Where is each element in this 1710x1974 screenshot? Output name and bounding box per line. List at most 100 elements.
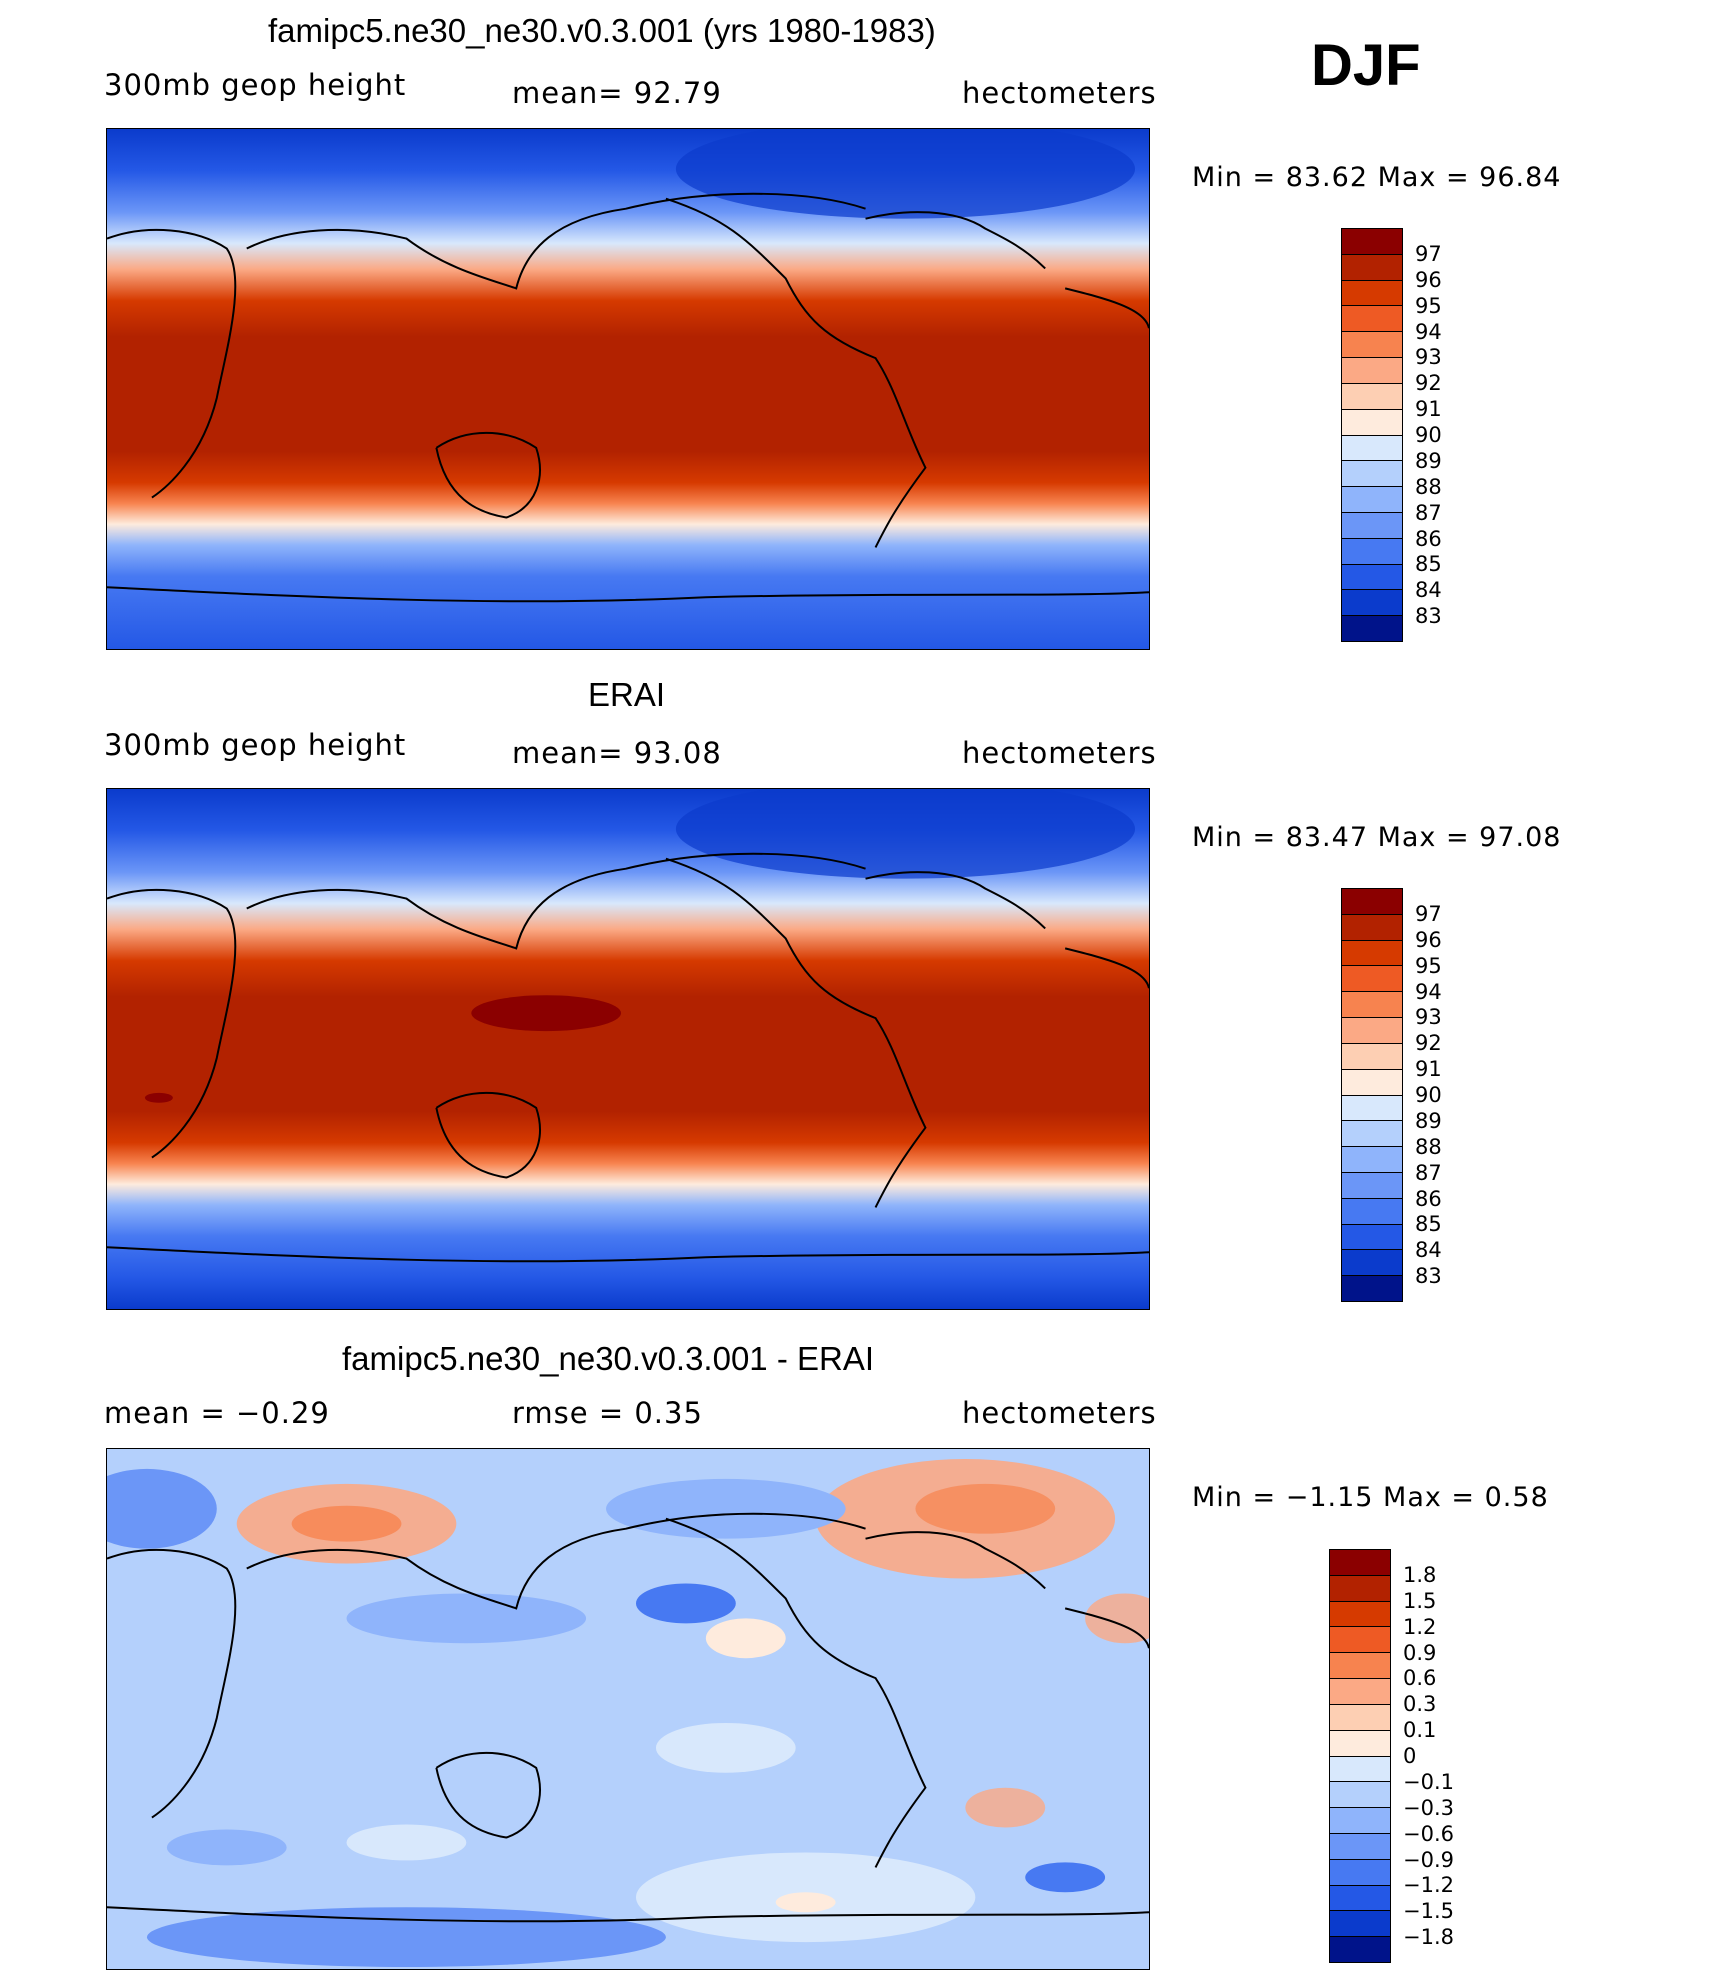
panel-3-map (106, 1448, 1150, 1970)
colorbar-tick-label: 97 (1415, 241, 1442, 266)
colorbar-tick-label: 89 (1415, 1108, 1442, 1133)
colorbar-tick-label: 92 (1415, 371, 1442, 396)
colorbar-swatch (1330, 1601, 1390, 1628)
colorbar-tick-label: 95 (1415, 293, 1442, 318)
colorbar-swatch (1342, 1276, 1402, 1301)
colorbar-tick-label: 90 (1415, 1083, 1442, 1107)
colorbar-swatch (1342, 1043, 1402, 1070)
colorbar-swatch (1342, 461, 1402, 488)
panel-3-colorbar (1329, 1549, 1391, 1963)
colorbar-tick-label: 84 (1415, 578, 1442, 603)
colorbar-tick-label: −1.5 (1403, 1899, 1454, 1924)
colorbar-tick-label: 83 (1415, 604, 1442, 629)
colorbar-swatch (1342, 992, 1402, 1019)
colorbar-swatch (1342, 889, 1402, 915)
season-label: DJF (1311, 33, 1421, 98)
colorbar-tick-label: 96 (1415, 267, 1442, 292)
colorbar-swatch (1330, 1808, 1390, 1834)
colorbar-tick-label: −0.1 (1403, 1769, 1454, 1794)
colorbar-tick-label: 1.2 (1403, 1614, 1437, 1639)
colorbar-tick-label: 88 (1415, 474, 1442, 499)
colorbar-tick-label: 0.1 (1403, 1718, 1437, 1743)
colorbar-swatch (1342, 590, 1402, 617)
colorbar-tick-label: 85 (1415, 1212, 1442, 1237)
colorbar-tick-label: 87 (1415, 1160, 1442, 1185)
colorbar-swatch (1330, 1627, 1390, 1654)
colorbar-swatch (1342, 383, 1402, 410)
panel-3-map-field (107, 1449, 1149, 1969)
panel-3-mean-label: mean = −0.29 (104, 1396, 330, 1430)
colorbar-tick-label: 93 (1415, 345, 1442, 370)
colorbar-tick-label: 95 (1415, 953, 1442, 978)
colorbar-swatch (1342, 538, 1402, 565)
panel-1-map (106, 128, 1150, 650)
colorbar-tick-label: 0.9 (1403, 1640, 1437, 1665)
colorbar-tick-label: 84 (1415, 1238, 1442, 1263)
colorbar-tick-label: 96 (1415, 927, 1442, 952)
colorbar-tick-label: −1.2 (1403, 1873, 1454, 1898)
colorbar-swatch (1342, 1198, 1402, 1225)
colorbar-tick-label: 83 (1415, 1264, 1442, 1289)
colorbar-swatch (1342, 229, 1402, 255)
panel-1-variable-label: 300mb geop height (104, 68, 407, 102)
colorbar-tick-label: 86 (1415, 1186, 1442, 1211)
colorbar-tick-label: 1.5 (1403, 1588, 1437, 1613)
colorbar-swatch (1342, 487, 1402, 513)
panel-1-colorbar (1341, 228, 1403, 642)
colorbar-tick-label: 86 (1415, 526, 1442, 551)
panel-2-colorbar (1341, 888, 1403, 1302)
colorbar-swatch (1342, 1095, 1402, 1122)
panel-1-title: famipc5.ne30_ne30.v0.3.001 (yrs 1980-198… (268, 12, 936, 49)
colorbar-swatch (1330, 1756, 1390, 1783)
panel-2-variable-label: 300mb geop height (104, 728, 407, 762)
colorbar-swatch (1330, 1911, 1390, 1938)
panel-3-rmse-label: rmse = 0.35 (512, 1396, 703, 1430)
colorbar-swatch (1342, 1069, 1402, 1096)
panel-3-title: famipc5.ne30_ne30.v0.3.001 - ERAI (342, 1340, 875, 1377)
colorbar-swatch (1342, 512, 1402, 539)
colorbar-swatch (1342, 1250, 1402, 1277)
colorbar-swatch (1342, 332, 1402, 359)
colorbar-tick-label: 87 (1415, 500, 1442, 525)
colorbar-swatch (1342, 940, 1402, 967)
panel-2-map-field (107, 789, 1149, 1309)
colorbar-swatch (1342, 564, 1402, 591)
colorbar-tick-label: 94 (1415, 979, 1442, 1004)
colorbar-tick-label: 0.6 (1403, 1666, 1437, 1691)
colorbar-tick-label: 88 (1415, 1134, 1442, 1159)
panel-2-mean-label: mean= 93.08 (512, 736, 722, 770)
colorbar-tick-label: −0.6 (1403, 1821, 1454, 1846)
colorbar-swatch (1330, 1859, 1390, 1886)
colorbar-tick-label: 90 (1415, 423, 1442, 447)
colorbar-tick-label: 97 (1415, 901, 1442, 926)
colorbar-tick-label: 91 (1415, 397, 1442, 422)
panel-3-minmax: Min = −1.15 Max = 0.58 (1192, 1482, 1549, 1513)
colorbar-swatch (1342, 1224, 1402, 1251)
colorbar-tick-label: −0.3 (1403, 1795, 1454, 1820)
colorbar-tick-label: 1.8 (1403, 1562, 1437, 1587)
colorbar-swatch (1342, 435, 1402, 462)
colorbar-swatch (1330, 1937, 1390, 1962)
colorbar-swatch (1342, 914, 1402, 941)
colorbar-swatch (1330, 1833, 1390, 1860)
colorbar-swatch (1342, 280, 1402, 307)
colorbar-tick-label: 92 (1415, 1031, 1442, 1056)
colorbar-tick-label: 89 (1415, 448, 1442, 473)
colorbar-swatch (1330, 1704, 1390, 1731)
colorbar-swatch (1330, 1679, 1390, 1705)
colorbar-swatch (1342, 1018, 1402, 1044)
panel-2-title: ERAI (588, 676, 666, 713)
panel-1-minmax: Min = 83.62 Max = 96.84 (1192, 162, 1562, 193)
colorbar-swatch (1330, 1550, 1390, 1576)
colorbar-swatch (1342, 306, 1402, 333)
colorbar-swatch (1342, 1147, 1402, 1173)
colorbar-swatch (1342, 254, 1402, 281)
colorbar-tick-label: −0.9 (1403, 1847, 1454, 1872)
colorbar-swatch (1330, 1782, 1390, 1809)
colorbar-swatch (1342, 616, 1402, 641)
colorbar-tick-label: 93 (1415, 1005, 1442, 1030)
colorbar-swatch (1342, 1121, 1402, 1148)
colorbar-swatch (1330, 1730, 1390, 1757)
panel-2-minmax: Min = 83.47 Max = 97.08 (1192, 822, 1562, 853)
colorbar-swatch (1342, 1172, 1402, 1199)
